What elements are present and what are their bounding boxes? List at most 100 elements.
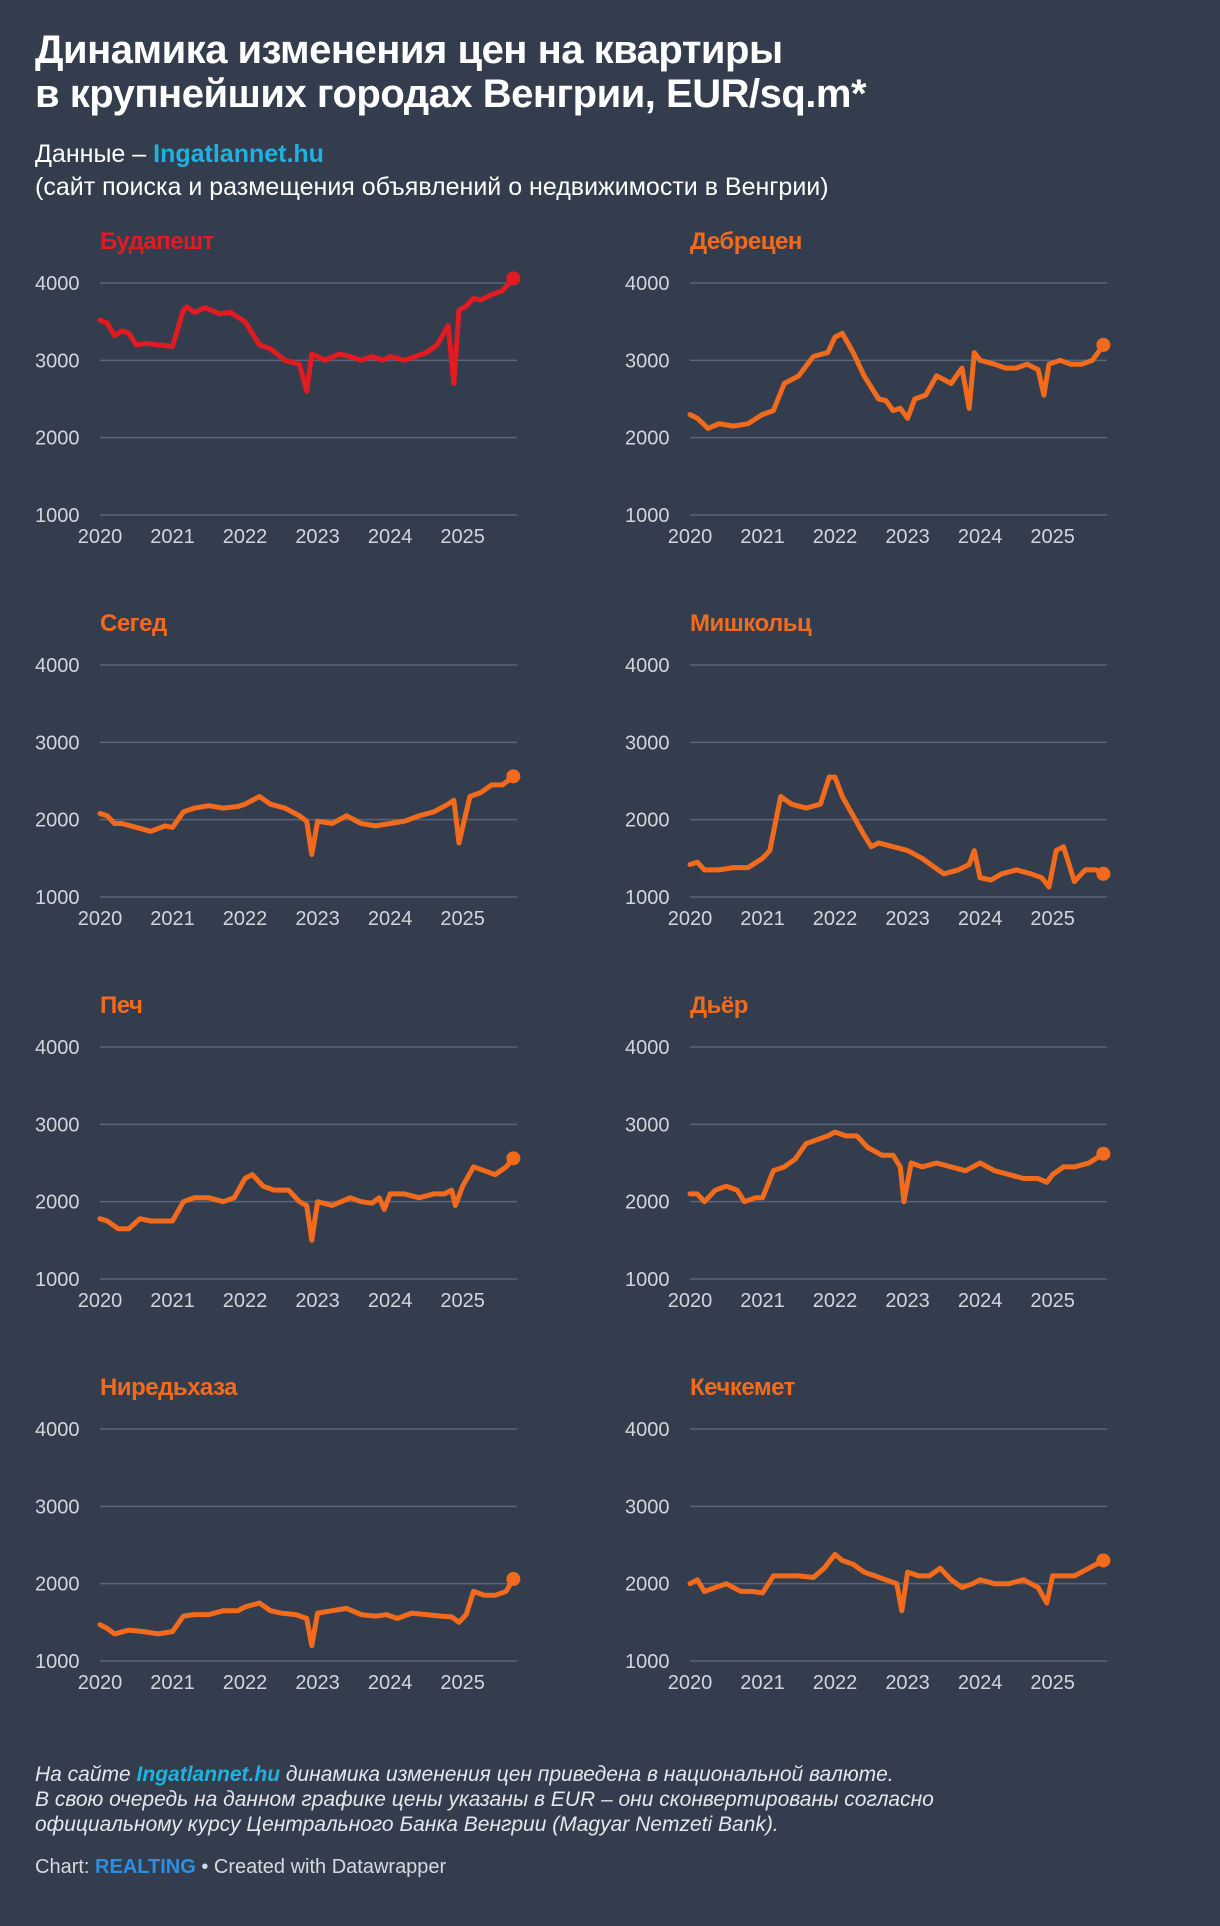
- last-point-marker[interactable]: [506, 769, 521, 784]
- y-tick-label-1000: 1000: [625, 505, 670, 527]
- chart-6-title: Дьёр: [690, 992, 748, 1019]
- footnote: На сайте Ingatlannet.hu динамика изменен…: [35, 1762, 1185, 1837]
- x-tick-label-2025: 2025: [440, 1290, 485, 1312]
- y-tick-label-4000: 4000: [625, 1037, 670, 1059]
- y-tick-label-3000: 3000: [625, 1496, 670, 1518]
- footnote-source-link[interactable]: Ingatlannet.hu: [136, 1763, 281, 1786]
- chart-3-title: Сегед: [100, 610, 167, 637]
- y-tick-label-2000: 2000: [35, 428, 80, 450]
- x-tick-label-2025: 2025: [1030, 1290, 1075, 1312]
- chart-subtitle: Данные – Ingatlannet.hu (сайт поиска и р…: [35, 138, 1185, 204]
- y-tick-label-1000: 1000: [625, 887, 670, 909]
- x-tick-label-2021: 2021: [740, 1290, 785, 1312]
- x-tick-label-2020: 2020: [668, 908, 713, 930]
- subtitle-source-link[interactable]: Ingatlannet.hu: [153, 140, 324, 168]
- x-tick-label-2020: 2020: [668, 1290, 713, 1312]
- last-point-marker[interactable]: [1096, 866, 1111, 881]
- last-point-marker[interactable]: [506, 1572, 521, 1587]
- x-tick-label-2021: 2021: [150, 1290, 195, 1312]
- series-line-дьёр: [687, 1129, 1106, 1205]
- x-tick-label-2025: 2025: [1030, 1672, 1075, 1694]
- x-tick-label-2020: 2020: [78, 526, 123, 548]
- x-tick-label-2022: 2022: [223, 1672, 267, 1694]
- last-point-marker[interactable]: [1096, 1146, 1111, 1161]
- chart-5-title: Печ: [100, 992, 142, 1019]
- x-tick-label-2022: 2022: [223, 908, 267, 930]
- x-tick-label-2020: 2020: [668, 526, 713, 548]
- city-chart-8: Кечкемет 1000 2000 3000 4000 2020 2021 2022 2023…: [625, 1374, 1111, 1694]
- series-line-дебрецен: [687, 330, 1106, 431]
- credit-brand-link[interactable]: REALTING: [95, 1856, 196, 1878]
- x-tick-label-2023: 2023: [295, 1672, 340, 1694]
- header: Динамика изменения цен на квартиры в кру…: [35, 28, 1185, 204]
- x-tick-label-2025: 2025: [440, 1672, 485, 1694]
- x-tick-label-2025: 2025: [440, 908, 485, 930]
- x-tick-label-2023: 2023: [295, 908, 340, 930]
- chart-title: Динамика изменения цен на квартиры в кру…: [35, 28, 1185, 116]
- series-line-будапешт: [97, 275, 516, 394]
- credit-prefix: Chart:: [35, 1856, 96, 1878]
- x-tick-label-2022: 2022: [223, 526, 267, 548]
- credit-suffix: • Created with Datawrapper: [195, 1856, 447, 1878]
- city-chart-1: Будапешт 1000 2000 3000 4000 2020 2021 2022 2023…: [35, 228, 521, 548]
- x-tick-label-2023: 2023: [295, 526, 340, 548]
- y-tick-label-2000: 2000: [625, 1192, 670, 1214]
- x-tick-label-2022: 2022: [813, 1672, 858, 1694]
- x-tick-label-2023: 2023: [885, 908, 930, 930]
- y-tick-label-3000: 3000: [35, 350, 80, 372]
- y-tick-label-2000: 2000: [625, 1574, 670, 1596]
- footnote-line1: На сайте Ingatlannet.hu динамика изменен…: [35, 1762, 1185, 1787]
- footnote-line1-rest: динамика изменения цен приведена в нацио…: [280, 1763, 894, 1786]
- series-line-кечкемет: [687, 1551, 1106, 1614]
- y-tick-label-4000: 4000: [625, 273, 670, 295]
- x-tick-label-2022: 2022: [813, 526, 858, 548]
- x-tick-label-2024: 2024: [958, 526, 1003, 548]
- x-tick-label-2024: 2024: [958, 908, 1003, 930]
- subtitle-description: (сайт поиска и размещения объявлений о н…: [35, 173, 829, 201]
- x-tick-label-2023: 2023: [295, 1290, 340, 1312]
- y-tick-label-4000: 4000: [35, 1037, 80, 1059]
- x-tick-label-2022: 2022: [813, 908, 858, 930]
- city-chart-4: Мишкольц 1000 2000 3000 4000 2020 2021 2022 2023…: [625, 610, 1111, 930]
- x-tick-label-2023: 2023: [885, 1290, 930, 1312]
- y-tick-label-1000: 1000: [35, 1269, 80, 1291]
- y-tick-label-3000: 3000: [35, 732, 80, 754]
- x-tick-label-2020: 2020: [78, 1672, 123, 1694]
- city-chart-2: Дебрецен 1000 2000 3000 4000 2020 2021 2022 2023…: [625, 228, 1111, 548]
- last-point-marker[interactable]: [1096, 1553, 1111, 1568]
- x-tick-label-2020: 2020: [78, 908, 123, 930]
- x-tick-label-2024: 2024: [368, 1672, 413, 1694]
- series-line-мишкольц: [687, 774, 1106, 890]
- x-tick-label-2021: 2021: [740, 908, 785, 930]
- x-tick-label-2022: 2022: [813, 1290, 858, 1312]
- y-tick-label-2000: 2000: [35, 1574, 80, 1596]
- y-tick-label-3000: 3000: [625, 732, 670, 754]
- credit-line: Chart: REALTING • Created with Datawrapp…: [35, 1856, 446, 1879]
- chart-7-title: Ниредьхаза: [100, 1374, 238, 1401]
- chart-title-line1: Динамика изменения цен на квартиры: [35, 28, 783, 72]
- x-tick-label-2023: 2023: [885, 1672, 930, 1694]
- chart-title-line2: в крупнейших городах Венгрии, EUR/sq.m*: [35, 72, 867, 116]
- last-point-marker[interactable]: [506, 271, 521, 286]
- footnote-prefix: На сайте: [35, 1763, 137, 1786]
- y-tick-label-2000: 2000: [625, 428, 670, 450]
- x-tick-label-2025: 2025: [1030, 526, 1075, 548]
- x-tick-label-2024: 2024: [368, 908, 413, 930]
- y-tick-label-1000: 1000: [625, 1269, 670, 1291]
- last-point-marker[interactable]: [506, 1151, 521, 1166]
- x-tick-label-2021: 2021: [740, 1672, 785, 1694]
- x-tick-label-2024: 2024: [368, 1290, 413, 1312]
- x-tick-label-2021: 2021: [150, 1672, 195, 1694]
- series-line-сегед: [97, 773, 516, 857]
- chart-8-title: Кечкемет: [690, 1374, 796, 1401]
- footnote-line3: официальному курсу Центрального Банка Ве…: [35, 1813, 779, 1836]
- y-tick-label-3000: 3000: [35, 1496, 80, 1518]
- x-tick-label-2024: 2024: [958, 1290, 1003, 1312]
- x-tick-label-2024: 2024: [958, 1672, 1003, 1694]
- x-tick-label-2020: 2020: [668, 1672, 713, 1694]
- last-point-marker[interactable]: [1096, 337, 1111, 352]
- x-tick-label-2022: 2022: [223, 1290, 267, 1312]
- y-tick-label-4000: 4000: [35, 655, 80, 677]
- x-tick-label-2021: 2021: [150, 526, 195, 548]
